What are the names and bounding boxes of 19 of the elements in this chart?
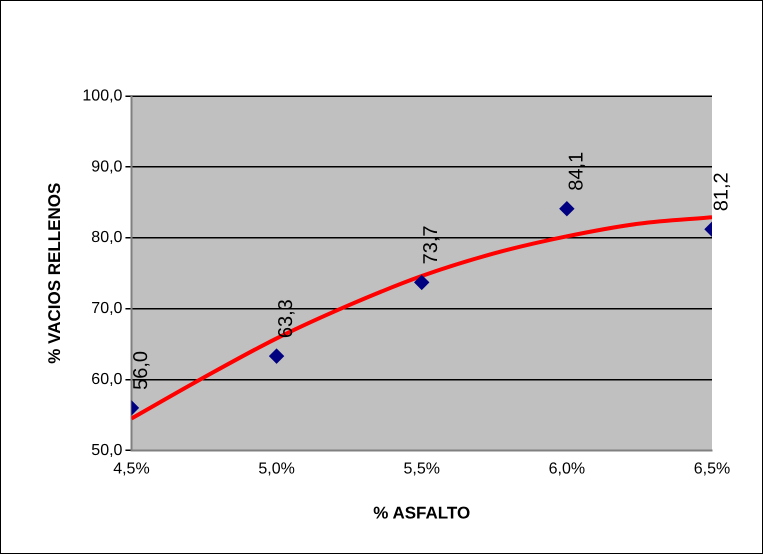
data-label: 81,2 xyxy=(710,172,733,212)
y-tick-label: 90,0 xyxy=(91,158,123,176)
x-tick-label: 4,5% xyxy=(113,460,150,478)
x-tick-label: 5,0% xyxy=(258,460,295,478)
x-tick-label: 6,0% xyxy=(548,460,586,478)
x-axis-title: % ASFALTO xyxy=(373,503,470,522)
x-tick-label: 6,5% xyxy=(694,460,730,478)
x-tick-label: 5,5% xyxy=(403,460,440,478)
y-tick-label: 60,0 xyxy=(91,370,123,388)
point xyxy=(414,274,430,290)
data-label: 73,7 xyxy=(420,225,442,264)
y-tick-label: 100,0 xyxy=(82,87,123,104)
data-label: 84,1 xyxy=(565,152,588,191)
data-label: 56,0 xyxy=(130,350,152,390)
y-tick-label: 70,0 xyxy=(91,300,123,318)
data-label: 63,3 xyxy=(275,299,298,338)
y-tick-label: 50,0 xyxy=(91,442,123,459)
y-axis-title: % VACIOS RELLENOS xyxy=(44,182,64,364)
y-tick-label: 80,0 xyxy=(91,229,123,246)
